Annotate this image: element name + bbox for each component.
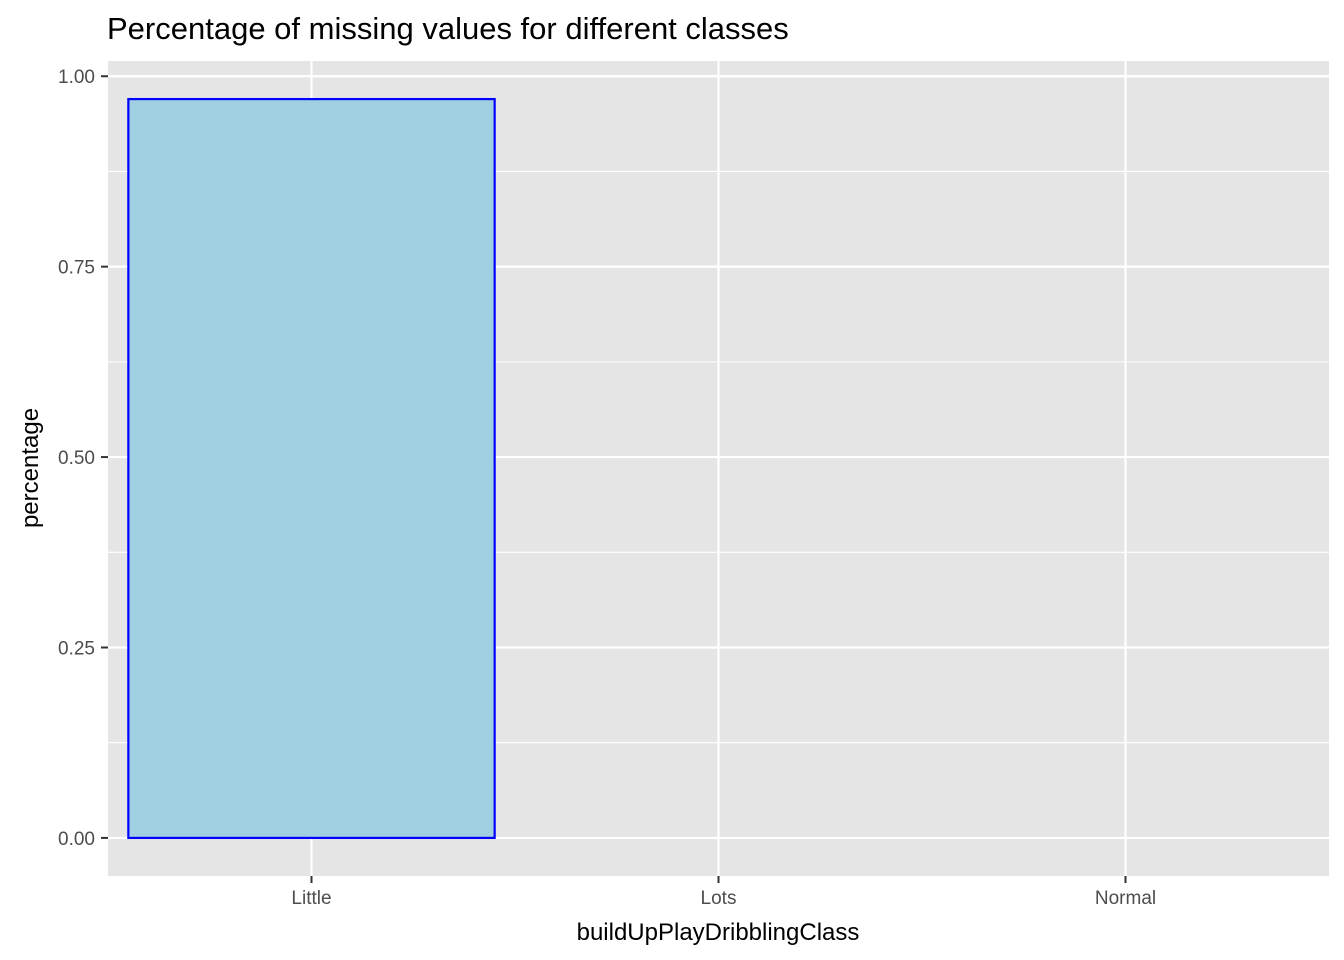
bars: [127, 97, 496, 840]
y-axis: 0.00 0.25 0.50 0.75 1.00: [58, 67, 108, 850]
x-tick-label: Little: [291, 888, 331, 909]
y-tick-label: 1.00: [58, 67, 95, 88]
y-tick-label: 0.25: [58, 638, 95, 659]
x-axis-title: buildUpPlayDribblingClass: [577, 919, 860, 946]
chart-title: Percentage of missing values for differe…: [107, 11, 789, 46]
y-tick-label: 0.50: [58, 448, 95, 469]
bar-little: [127, 97, 496, 840]
x-tick-label: Lots: [701, 888, 737, 909]
x-tick-label: Normal: [1095, 888, 1156, 909]
y-axis-title: percentage: [17, 408, 44, 528]
y-tick-label: 0.00: [58, 829, 95, 850]
x-axis: Little Lots Normal: [291, 876, 1156, 909]
y-tick-label: 0.75: [58, 258, 95, 279]
